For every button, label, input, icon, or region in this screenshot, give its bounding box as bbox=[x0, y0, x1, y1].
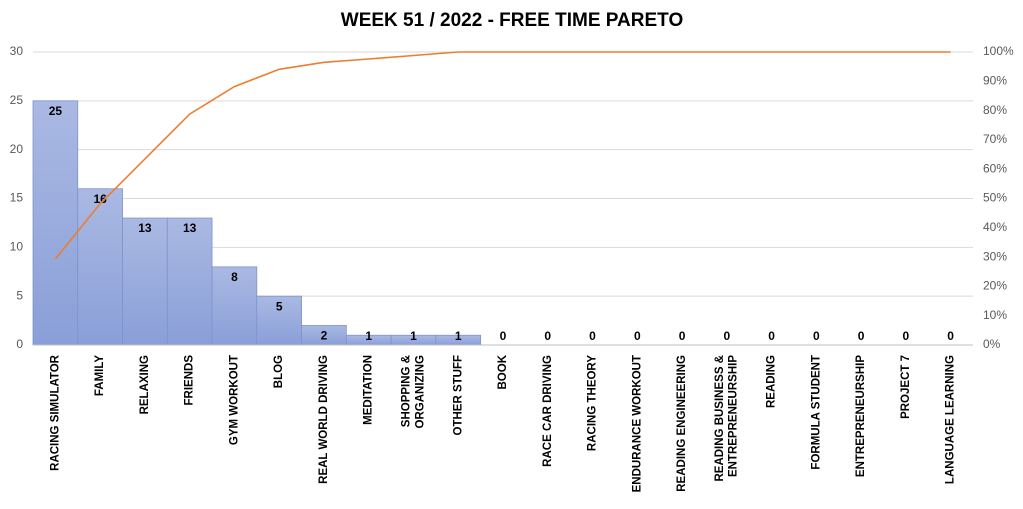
bar bbox=[32, 100, 79, 346]
y-tick-label: 20 bbox=[10, 142, 24, 156]
data-label: 0 bbox=[544, 329, 551, 343]
data-label: 1 bbox=[455, 329, 462, 343]
data-label: 1 bbox=[365, 329, 372, 343]
y2-tick-label: 60% bbox=[983, 161, 1007, 175]
data-label: 2 bbox=[321, 329, 328, 343]
x-tick-label: BOOK bbox=[497, 354, 509, 389]
y2-tick-label: 0% bbox=[983, 337, 1001, 351]
x-tick-label: GYM WORKOUT bbox=[228, 355, 240, 445]
y2-tick-label: 70% bbox=[983, 132, 1007, 146]
bar bbox=[77, 188, 123, 346]
x-tick-label: REAL WORLD DRIVING bbox=[318, 355, 330, 484]
y2-tick-label: 20% bbox=[983, 279, 1007, 293]
data-label: 0 bbox=[858, 329, 865, 343]
x-tick-label: OTHER STUFF bbox=[452, 355, 464, 436]
bar bbox=[122, 217, 168, 346]
y2-tick-label: 40% bbox=[983, 220, 1007, 234]
x-tick-label: ENTREPRENEURSHIP bbox=[855, 355, 867, 477]
x-tick-label: FRIENDS bbox=[184, 355, 196, 406]
bar bbox=[211, 266, 258, 346]
data-label: 0 bbox=[679, 329, 686, 343]
bar bbox=[256, 295, 302, 346]
data-label: 0 bbox=[903, 329, 910, 343]
y-tick-label: 0 bbox=[16, 337, 23, 351]
x-tick-label: READING ENGINEERING bbox=[676, 355, 688, 492]
data-label: 1 bbox=[410, 329, 417, 343]
data-label: 0 bbox=[768, 329, 775, 343]
x-tick-label: ENDURANCE WORKOUT bbox=[631, 355, 643, 492]
data-label: 13 bbox=[138, 221, 152, 235]
y-tick-label: 5 bbox=[16, 288, 23, 302]
data-label: 0 bbox=[500, 329, 507, 343]
data-label: 5 bbox=[276, 299, 283, 313]
data-label: 0 bbox=[589, 329, 596, 343]
data-label: 0 bbox=[947, 329, 954, 343]
y2-tick-label: 100% bbox=[983, 44, 1014, 58]
x-tick-label: MEDITATION bbox=[363, 355, 375, 425]
x-tick-label: READING BUSINESS & ENTREPRENEURSHIP bbox=[714, 355, 740, 482]
y2-tick-label: 90% bbox=[983, 73, 1007, 87]
x-tick-label: PROJECT 7 bbox=[900, 355, 912, 419]
x-tick-label: FAMILY bbox=[94, 355, 106, 396]
x-tick-label: SHOPPING & ORGANIZING bbox=[401, 355, 427, 432]
x-tick-label: RACING THEORY bbox=[587, 355, 599, 451]
y2-tick-label: 80% bbox=[983, 103, 1007, 117]
y-tick-label: 10 bbox=[10, 240, 24, 254]
x-tick-label: RELAXING bbox=[139, 355, 151, 414]
x-tick-label: READING bbox=[766, 355, 778, 408]
data-label: 0 bbox=[813, 329, 820, 343]
y2-tick-label: 50% bbox=[983, 191, 1007, 205]
chart-title: WEEK 51 / 2022 - FREE TIME PARETO bbox=[341, 10, 683, 31]
data-label: 0 bbox=[634, 329, 641, 343]
data-label: 13 bbox=[183, 221, 197, 235]
data-label: 25 bbox=[49, 104, 63, 118]
y-tick-label: 15 bbox=[10, 191, 24, 205]
data-label: 8 bbox=[231, 270, 238, 284]
cumulative-line bbox=[54, 51, 951, 260]
x-tick-label: RACE CAR DRIVING bbox=[542, 355, 554, 467]
x-tick-label: FORMULA STUDENT bbox=[810, 355, 822, 470]
y-tick-label: 30 bbox=[10, 44, 24, 58]
data-label: 0 bbox=[723, 329, 730, 343]
x-tick-label: BLOG bbox=[273, 355, 285, 388]
bar bbox=[166, 217, 213, 346]
y2-tick-label: 10% bbox=[983, 308, 1007, 322]
x-tick-label: LANGUAGE LEARNING bbox=[945, 355, 957, 484]
x-tick-label: RACING SIMULATOR bbox=[49, 354, 61, 471]
data-label: 16 bbox=[93, 192, 107, 206]
y2-tick-label: 30% bbox=[983, 249, 1007, 263]
y-tick-label: 25 bbox=[10, 93, 24, 107]
